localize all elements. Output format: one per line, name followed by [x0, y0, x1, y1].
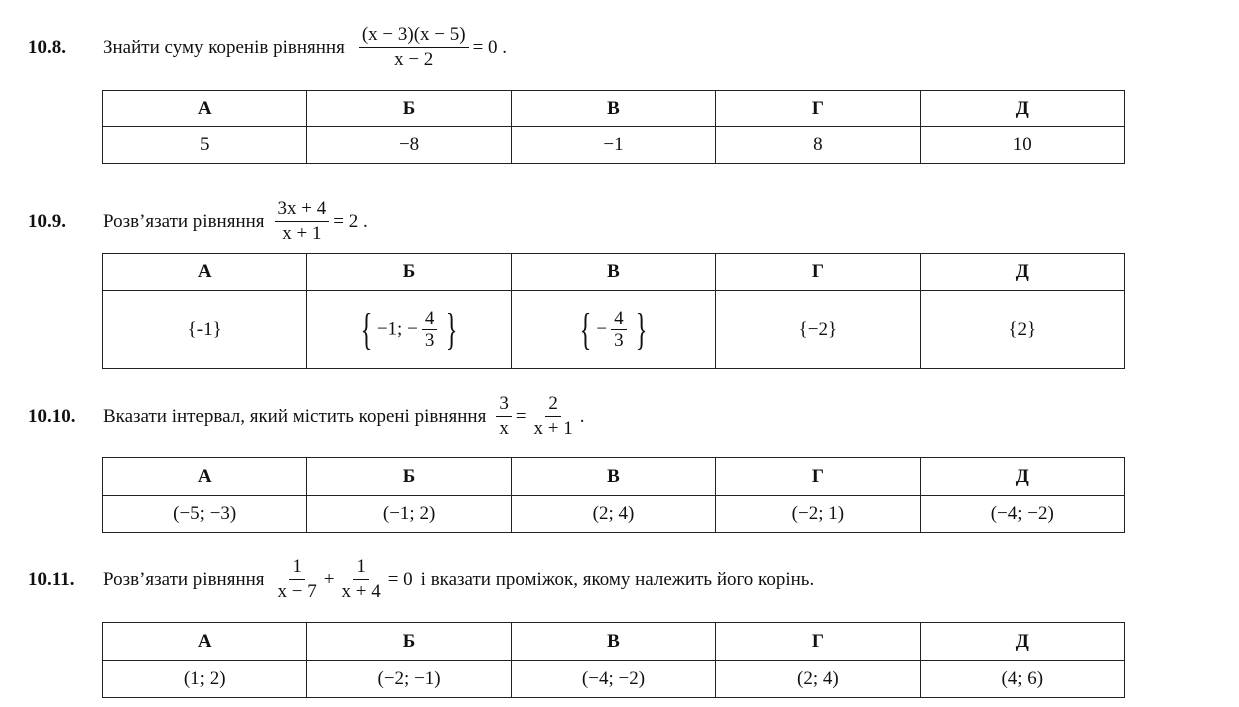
option-g: 8 — [715, 126, 921, 164]
header-g: Г — [715, 253, 921, 291]
header-v: В — [510, 253, 717, 291]
option-b: {−1; −4 3} — [306, 290, 512, 369]
numerator: 3x + 4 — [274, 198, 330, 222]
problem-number: 10.8. — [28, 36, 66, 58]
option-g: (−2; 1) — [715, 495, 921, 533]
fraction-right: 1 x + 4 — [341, 556, 381, 602]
problem-text: Знайти суму коренів рівняння — [103, 36, 345, 58]
problem-text: Розв’язати рівняння — [103, 210, 265, 232]
fraction-left: 1 x − 7 — [277, 556, 317, 602]
problem-10-8: 10.8. Знайти суму коренів рівняння (x − … — [28, 24, 507, 71]
option-d: (4; 6) — [919, 660, 1126, 698]
option-a: (1; 2) — [101, 660, 308, 698]
header-d: Д — [919, 457, 1126, 496]
problem-10-10: 10.10. Вказати інтервал, який містить ко… — [28, 393, 585, 440]
problem-number: 10.9. — [28, 210, 66, 232]
numerator: (x − 3)(x − 5) — [358, 24, 469, 48]
equation-fraction: (x − 3)(x − 5) x − 2 — [358, 24, 469, 71]
header-d: Д — [919, 622, 1126, 661]
option-a: (−5; −3) — [101, 495, 308, 533]
option-b: (−1; 2) — [306, 495, 512, 533]
header-g: Г — [715, 457, 921, 496]
equation-rhs: = 2 . — [333, 210, 368, 232]
header-a: А — [101, 457, 308, 496]
header-a: А — [101, 253, 308, 291]
option-v: (2; 4) — [510, 495, 717, 533]
header-d: Д — [919, 253, 1126, 291]
problem-text: Вказати інтервал, який містить корені рі… — [103, 405, 487, 427]
header-a: А — [101, 622, 308, 661]
option-g: (2; 4) — [715, 660, 921, 698]
option-a: {-1} — [101, 290, 308, 369]
header-g: Г — [715, 90, 921, 127]
equation-rhs: = 0 . — [472, 36, 508, 58]
problem-text-after: і вказати проміжок, якому належить його … — [420, 568, 815, 590]
header-b: Б — [306, 622, 512, 661]
header-b: Б — [306, 90, 512, 127]
option-d: {2} — [919, 290, 1126, 369]
header-v: В — [510, 622, 717, 661]
option-d: (−4; −2) — [919, 495, 1126, 533]
header-d: Д — [919, 90, 1126, 127]
option-v: (−4; −2) — [510, 660, 717, 698]
problem-number: 10.10. — [28, 405, 76, 427]
header-b: Б — [306, 253, 512, 291]
header-g: Г — [715, 622, 921, 661]
problem-10-11: 10.11. Розв’язати рівняння 1 x − 7 + 1 x… — [28, 556, 815, 602]
fraction-left: 3 x — [496, 393, 512, 440]
option-d: 10 — [919, 126, 1126, 164]
option-b: (−2; −1) — [306, 660, 512, 698]
denominator: x + 1 — [282, 223, 322, 244]
option-a: 5 — [101, 126, 308, 164]
header-v: В — [510, 90, 717, 127]
header-a: А — [101, 90, 308, 127]
denominator: x − 2 — [394, 49, 434, 70]
equation-fraction: 3x + 4 x + 1 — [274, 198, 330, 245]
problem-text: Розв’язати рівняння — [103, 568, 265, 590]
header-v: В — [510, 457, 717, 496]
problem-10-9: 10.9. Розв’язати рівняння 3x + 4 x + 1 =… — [28, 198, 368, 245]
option-b: −8 — [306, 126, 512, 164]
fraction-right: 2 x + 1 — [533, 393, 573, 439]
header-b: Б — [306, 457, 512, 496]
option-v: {−4 3} — [510, 290, 717, 369]
problem-number: 10.11. — [28, 568, 75, 590]
option-v: −1 — [510, 126, 717, 164]
option-g: {−2} — [715, 290, 921, 369]
